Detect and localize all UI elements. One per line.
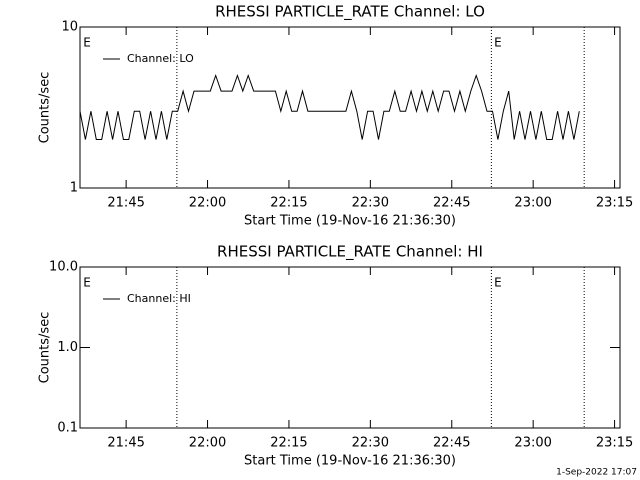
flag-label: E bbox=[494, 276, 502, 290]
x-tick-label: 22:45 bbox=[433, 196, 470, 211]
flag-label: E bbox=[494, 36, 502, 50]
y-tick-label: 1 bbox=[70, 181, 78, 196]
flag-label: E bbox=[83, 276, 91, 290]
x-tick-label: 23:00 bbox=[514, 436, 551, 451]
chart-title: RHESSI PARTICLE_RATE Channel: LO bbox=[215, 3, 485, 22]
y-tick-label: 10.0 bbox=[49, 260, 78, 275]
x-tick-label: 22:30 bbox=[352, 436, 389, 451]
x-axis-label: Start Time (19-Nov-16 21:36:30) bbox=[244, 214, 456, 229]
x-axis-label: Start Time (19-Nov-16 21:36:30) bbox=[244, 454, 456, 469]
x-tick-label: 22:00 bbox=[189, 436, 226, 451]
y-tick-label: 0.1 bbox=[57, 421, 78, 436]
data-line bbox=[79, 73, 580, 140]
y-axis-label: Counts/sec bbox=[38, 72, 53, 144]
x-tick-label: 23:15 bbox=[596, 196, 633, 211]
x-tick-label: 23:15 bbox=[596, 436, 633, 451]
x-tick-label: 22:00 bbox=[189, 196, 226, 211]
y-tick-label: 10 bbox=[61, 20, 78, 35]
x-tick-label: 21:45 bbox=[107, 196, 144, 211]
x-tick-label: 22:15 bbox=[270, 436, 307, 451]
legend-label: Channel: LO bbox=[127, 52, 194, 65]
legend-label: Channel: HI bbox=[127, 292, 191, 305]
chart-title: RHESSI PARTICLE_RATE Channel: HI bbox=[217, 243, 483, 262]
x-tick-label: 22:45 bbox=[433, 436, 470, 451]
x-tick-label: 23:00 bbox=[514, 196, 551, 211]
y-tick-label: 1.0 bbox=[57, 340, 78, 355]
footer: 1-Sep-2022 17:07 bbox=[556, 468, 637, 478]
x-tick-label: 21:45 bbox=[107, 436, 144, 451]
flag-label: E bbox=[83, 36, 91, 50]
y-axis-label: Counts/sec bbox=[38, 312, 53, 384]
x-tick-label: 22:15 bbox=[270, 196, 307, 211]
x-tick-label: 22:30 bbox=[352, 196, 389, 211]
plot-frame bbox=[79, 26, 621, 189]
